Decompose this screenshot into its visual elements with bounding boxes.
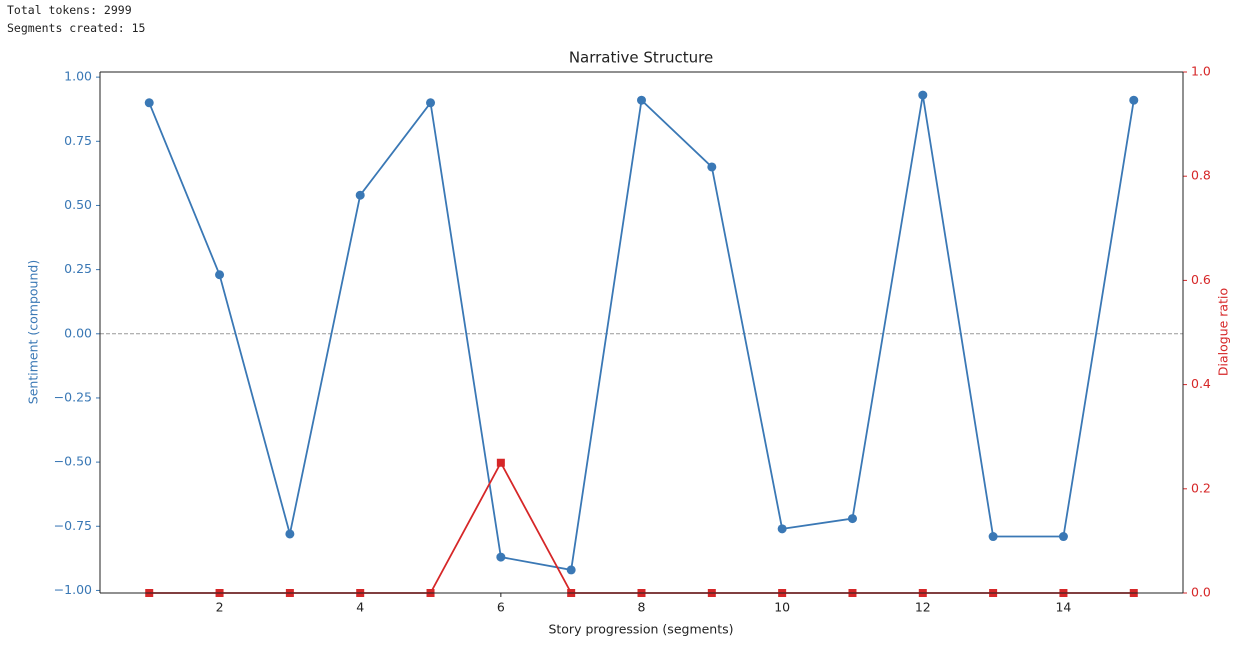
y-axis-label: Sentiment (compound): [26, 260, 41, 404]
data-point: [707, 162, 717, 172]
x-axis-label: Story progression (segments): [548, 622, 733, 637]
y2-axis-label: Dialogue ratio: [1216, 288, 1231, 376]
x-tick-label: 10: [774, 600, 790, 615]
console-output: Total tokens: 2999 Segments created: 15: [7, 1, 145, 37]
data-point: [496, 458, 505, 467]
data-point: [777, 524, 787, 534]
y-tick-label: −0.75: [54, 518, 92, 533]
x-tick-label: 2: [216, 600, 224, 615]
x-tick-label: 14: [1055, 600, 1071, 615]
y-tick-label: 0.50: [64, 197, 92, 212]
data-point: [215, 270, 225, 280]
data-point: [285, 529, 295, 539]
data-point: [637, 95, 646, 105]
series-line: [148, 94, 1135, 571]
y-tick-label: 0.00: [64, 325, 92, 340]
data-point: [144, 98, 154, 108]
y-tick-label: 1.00: [64, 69, 92, 84]
y2-tick-label: 0.4: [1191, 376, 1211, 391]
data-point: [1058, 532, 1068, 542]
data-point: [1129, 95, 1139, 105]
y-tick-label: 0.25: [64, 261, 92, 276]
y2-tick-label: 0.8: [1191, 168, 1211, 183]
data-point: [426, 98, 436, 108]
data-point: [847, 514, 857, 524]
x-tick-label: 4: [356, 600, 364, 615]
data-point: [355, 190, 365, 200]
data-point: [566, 565, 576, 575]
y2-tick-label: 0.6: [1191, 272, 1211, 287]
series-line: [149, 460, 1134, 594]
y2-tick-label: 1.0: [1191, 64, 1211, 79]
y-tick-label: −0.50: [54, 454, 92, 469]
console-line: Total tokens: 2999: [7, 3, 132, 17]
y-tick-label: −1.00: [54, 582, 92, 597]
data-point: [918, 90, 928, 100]
y2-tick-label: 0.2: [1191, 480, 1211, 495]
console-line: Segments created: 15: [7, 21, 146, 35]
y-tick-label: −0.25: [54, 389, 92, 404]
x-tick-label: 12: [915, 600, 931, 615]
data-point: [988, 532, 998, 542]
y-tick-label: 0.75: [64, 133, 92, 148]
data-point: [496, 552, 506, 562]
x-tick-label: 6: [497, 600, 505, 615]
y2-tick-label: 0.0: [1191, 585, 1211, 600]
x-tick-label: 8: [638, 600, 646, 615]
chart-title: Narrative Structure: [569, 49, 713, 67]
